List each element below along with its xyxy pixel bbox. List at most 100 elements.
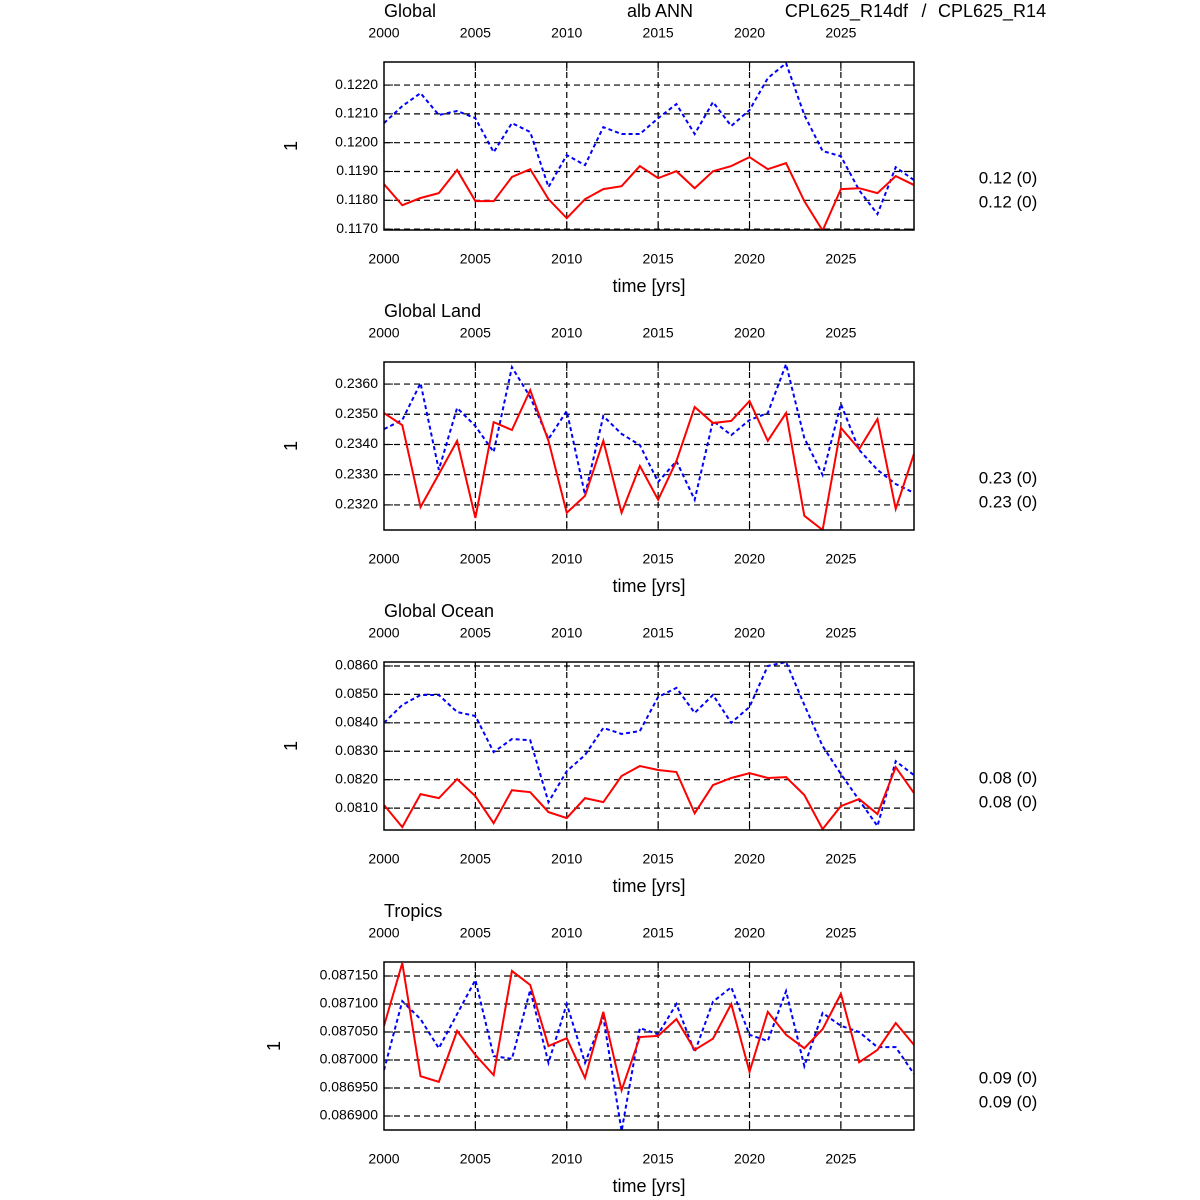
panel-title: Tropics	[384, 901, 442, 921]
summary-label: 0.09 (0)	[979, 1092, 1038, 1111]
summary-label: 0.23 (0)	[979, 492, 1038, 511]
y-tick-label: 0.086900	[320, 1107, 379, 1123]
x-tick-label-top: 2005	[460, 625, 491, 641]
x-tick-label: 2010	[551, 1151, 582, 1167]
y-tick-label: 0.2350	[335, 405, 378, 421]
y-tick-label: 0.0810	[335, 799, 378, 815]
plot-frame	[383, 61, 915, 231]
x-tick-label: 2015	[643, 251, 674, 267]
y-tick-label: 0.087000	[320, 1051, 379, 1067]
x-tick-label: 2025	[825, 551, 856, 567]
x-axis-label: time [yrs]	[612, 1176, 685, 1196]
y-tick-label: 0.2330	[335, 465, 378, 481]
x-tick-label: 2025	[825, 251, 856, 267]
series-line	[384, 764, 914, 830]
x-tick-label-top: 2020	[734, 25, 765, 41]
x-tick-label: 2005	[460, 851, 491, 867]
legend-separator: /	[921, 1, 926, 21]
y-tick-label: 0.2320	[335, 496, 378, 512]
panel-title: Global Ocean	[384, 601, 494, 621]
x-tick-label-top: 2015	[643, 25, 674, 41]
x-axis-label: time [yrs]	[612, 576, 685, 596]
x-tick-label-top: 2025	[825, 625, 856, 641]
x-tick-label-top: 2000	[368, 925, 399, 941]
plot-frame	[383, 961, 915, 1131]
series-line	[384, 962, 914, 1094]
x-tick-label-top: 2000	[368, 25, 399, 41]
x-axis-label: time [yrs]	[612, 876, 685, 896]
x-tick-label-top: 2025	[825, 925, 856, 941]
x-tick-label: 2010	[551, 551, 582, 567]
x-tick-label: 2000	[368, 851, 399, 867]
plot-lines	[384, 962, 914, 1130]
y-tick-label: 0.0820	[335, 770, 378, 786]
y-tick-label: 0.1220	[335, 76, 378, 92]
plot-frame	[383, 661, 915, 831]
x-tick-label-top: 2005	[460, 925, 491, 941]
y-tick-label: 0.0860	[335, 657, 378, 673]
x-tick-label-top: 2015	[643, 925, 674, 941]
x-tick-label: 2000	[368, 251, 399, 267]
y-tick-label: 0.087150	[320, 967, 379, 983]
legend-entry: CPL625_R14	[938, 1, 1046, 22]
y-tick-label: 0.1190	[336, 162, 378, 178]
x-tick-label: 2005	[460, 1151, 491, 1167]
y-axis-label: 1	[281, 741, 301, 751]
x-tick-label-top: 2010	[551, 25, 582, 41]
summary-label: 0.23 (0)	[979, 468, 1038, 487]
x-tick-label-top: 2010	[551, 325, 582, 341]
x-tick-label-top: 2005	[460, 325, 491, 341]
y-tick-label: 0.0830	[335, 742, 378, 758]
y-tick-label: 0.1200	[335, 133, 378, 149]
y-tick-label: 0.2340	[335, 435, 378, 451]
x-axis-label: time [yrs]	[612, 276, 685, 296]
x-tick-label: 2000	[368, 551, 399, 567]
x-tick-label-top: 2000	[368, 325, 399, 341]
y-tick-label: 0.0850	[335, 685, 378, 701]
y-axis-label: 1	[281, 441, 301, 451]
x-tick-label-top: 2020	[734, 925, 765, 941]
x-tick-label: 2005	[460, 251, 491, 267]
panel-title: Global Land	[384, 301, 481, 321]
legend-entry: CPL625_R14df	[785, 1, 909, 22]
suptitle: alb ANN	[627, 1, 693, 21]
x-tick-label-top: 2025	[825, 325, 856, 341]
y-tick-label: 0.1180	[336, 191, 378, 207]
y-tick-label: 0.1210	[335, 105, 378, 121]
series-line	[384, 387, 914, 530]
x-tick-label: 2015	[643, 1151, 674, 1167]
y-axis-label: 1	[281, 141, 301, 151]
summary-label: 0.09 (0)	[979, 1068, 1038, 1087]
y-tick-label: 0.2360	[335, 375, 378, 391]
x-tick-label-top: 2015	[643, 325, 674, 341]
x-tick-label: 2020	[734, 251, 765, 267]
y-tick-label: 0.086950	[320, 1079, 379, 1095]
series-line	[384, 62, 914, 217]
plot-lines	[384, 662, 914, 830]
summary-label: 0.08 (0)	[979, 792, 1038, 811]
x-tick-label: 2005	[460, 551, 491, 567]
y-tick-label: 0.1170	[336, 220, 378, 236]
x-tick-label-top: 2010	[551, 925, 582, 941]
x-tick-label-top: 2020	[734, 625, 765, 641]
plot-lines	[384, 62, 914, 230]
x-tick-label: 2015	[643, 551, 674, 567]
x-tick-label-top: 2010	[551, 625, 582, 641]
series-line	[384, 362, 914, 503]
y-tick-label: 0.087100	[320, 995, 379, 1011]
x-tick-label-top: 2015	[643, 625, 674, 641]
summary-label: 0.12 (0)	[979, 192, 1038, 211]
x-tick-label: 2010	[551, 851, 582, 867]
series-line	[384, 977, 914, 1130]
y-axis-label: 1	[264, 1041, 284, 1051]
x-tick-label: 2020	[734, 851, 765, 867]
x-tick-label: 2015	[643, 851, 674, 867]
x-tick-label: 2025	[825, 1151, 856, 1167]
y-tick-label: 0.0840	[335, 714, 378, 730]
x-tick-label: 2010	[551, 251, 582, 267]
summary-label: 0.08 (0)	[979, 768, 1038, 787]
plot-frame	[383, 361, 915, 531]
panel-title: Global	[384, 1, 436, 21]
x-tick-label: 2020	[734, 551, 765, 567]
